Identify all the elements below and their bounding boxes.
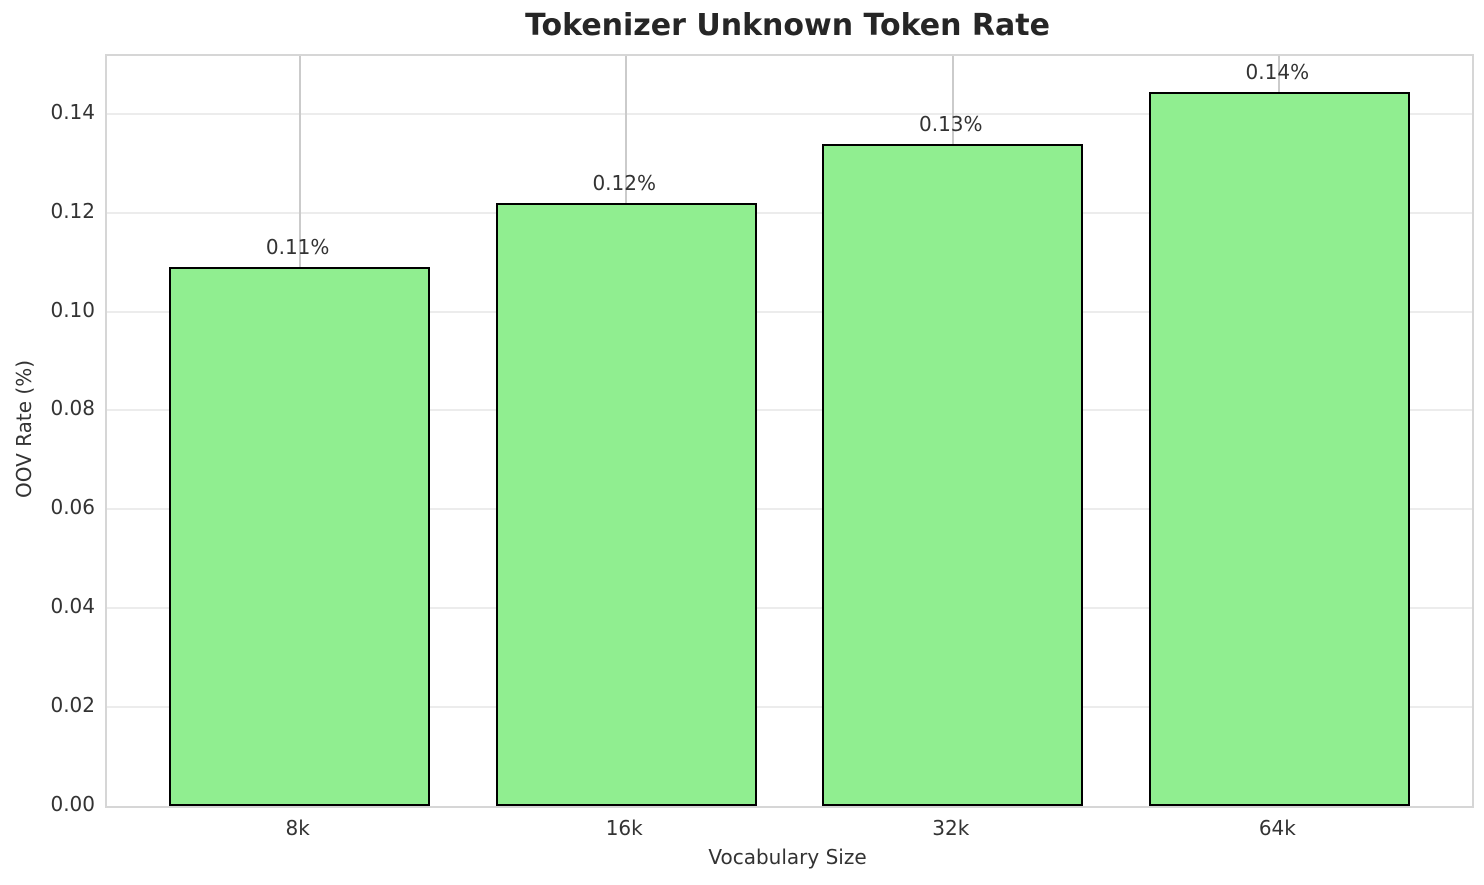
x-axis-label: Vocabulary Size — [708, 845, 867, 869]
bar-value-label: 0.14% — [1245, 59, 1310, 84]
chart-title: Tokenizer Unknown Token Rate — [525, 8, 1050, 43]
y-gridline — [107, 508, 1472, 511]
y-tick-label: 0.08 — [50, 396, 95, 421]
x-tick-label: 16k — [605, 816, 643, 840]
bar-value-label: 0.12% — [592, 170, 656, 195]
y-axis-label: OOV Rate (%) — [12, 360, 36, 498]
x-tick-label: 8k — [285, 816, 310, 840]
y-tick-label: 0.10 — [50, 297, 95, 322]
bar-value-label: 0.11% — [265, 235, 330, 260]
bar-32k — [822, 143, 1084, 806]
y-tick-label: 0.12 — [50, 198, 95, 223]
y-gridline — [107, 211, 1472, 214]
y-tick-label: 0.06 — [50, 495, 95, 520]
y-gridline — [107, 310, 1472, 313]
x-tick-label: 32k — [932, 816, 970, 840]
bar-value-label: 0.13% — [918, 111, 983, 136]
bar-8k — [169, 267, 431, 806]
y-tick-label: 0.04 — [50, 594, 95, 619]
y-tick-label: 0.02 — [50, 693, 95, 718]
y-gridline — [107, 607, 1472, 610]
y-tick-label: 0.00 — [50, 792, 95, 816]
bar-64k — [1148, 91, 1410, 806]
y-gridline — [107, 112, 1472, 115]
y-tick-label: 0.14 — [50, 99, 95, 124]
y-gridline — [107, 706, 1472, 709]
plot-area — [105, 54, 1474, 808]
y-gridline — [107, 409, 1472, 412]
bar-16k — [495, 202, 757, 806]
x-tick-label: 64k — [1258, 816, 1296, 840]
